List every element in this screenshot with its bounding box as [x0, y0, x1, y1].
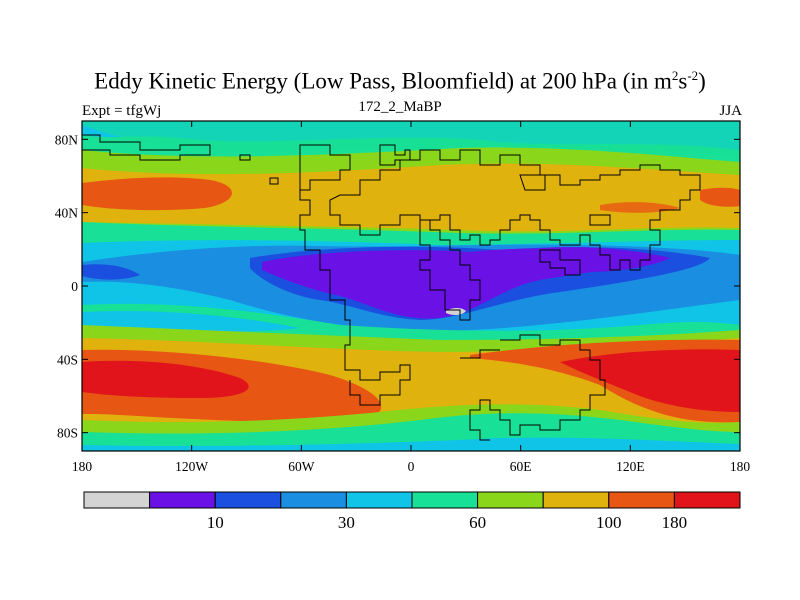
y-axis-ticks: 80N 40N 0 40S 80S: [55, 132, 79, 440]
colorbar-label: 30: [338, 513, 355, 532]
x-tick-label: 120W: [175, 459, 208, 474]
colorbar-swatch: [673, 491, 741, 509]
x-tick-label: 0: [408, 459, 415, 474]
plot-title: Eddy Kinetic Energy (Low Pass, Bloomfiel…: [94, 68, 706, 94]
case-label: 172_2_MaBP: [358, 99, 442, 115]
colorbar-label: 180: [662, 513, 688, 532]
y-tick-label: 0: [71, 279, 78, 294]
colorbar-swatch: [83, 491, 151, 509]
colorbar-label: 100: [596, 513, 622, 532]
experiment-label: Expt = tfgWj: [82, 103, 162, 119]
x-tick-label: 180: [72, 459, 93, 474]
x-tick-label: 60E: [510, 459, 532, 474]
x-tick-label: 180: [730, 459, 751, 474]
y-tick-label: 80S: [57, 426, 78, 441]
season-label: JJA: [719, 103, 742, 119]
x-tick-label: 60W: [288, 459, 315, 474]
colorbar: [83, 491, 741, 509]
colorbar-swatch: [214, 491, 282, 509]
colorbar-swatch: [477, 491, 544, 509]
colorbar-labels: 10 30 60 100 180: [207, 513, 687, 532]
tick-marks: [81, 121, 741, 451]
colorbar-swatch: [411, 491, 479, 509]
coastline: [82, 134, 701, 441]
x-axis-ticks: 180 120W 60W 0 60E 120E 180: [72, 459, 751, 474]
colorbar-swatch: [608, 491, 675, 509]
y-tick-label: 40S: [57, 352, 78, 367]
colorbar-swatch: [149, 491, 216, 509]
energy-field: [82, 121, 740, 451]
x-tick-label: 120E: [616, 459, 645, 474]
colorbar-swatch: [542, 491, 610, 509]
colorbar-label: 10: [207, 513, 224, 532]
colorbar-swatch: [280, 491, 347, 509]
y-tick-label: 80N: [55, 132, 79, 147]
colorbar-label: 60: [469, 513, 486, 532]
y-tick-label: 40N: [55, 206, 79, 221]
colorbar-swatch: [345, 491, 413, 509]
